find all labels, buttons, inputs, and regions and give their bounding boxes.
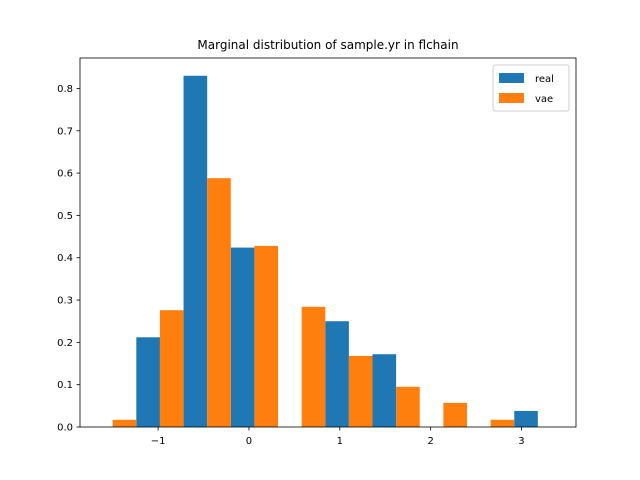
y-tick-label: 0.6 <box>57 169 73 180</box>
bars-group <box>112 75 538 428</box>
legend-label-vae: vae <box>535 94 553 105</box>
plot-frame <box>79 57 577 428</box>
x-tick-label: −1 <box>151 436 166 447</box>
y-tick-label: 0.4 <box>57 253 73 264</box>
bar-real-9 <box>514 410 538 427</box>
bar-vae-1 <box>159 310 184 427</box>
y-tick-label: 0.7 <box>57 126 73 137</box>
x-tick-label: 2 <box>427 436 433 447</box>
x-tick-label: 3 <box>518 436 524 447</box>
bar-real-6 <box>372 354 397 427</box>
bar-vae-8 <box>490 419 515 427</box>
x-tick-label: 0 <box>246 436 252 447</box>
bar-real-3 <box>230 247 255 427</box>
y-tick-label: 0.2 <box>57 338 73 349</box>
bar-vae-7 <box>443 402 467 427</box>
bar-real-1 <box>136 337 160 427</box>
y-tick-label: 0.0 <box>57 423 73 434</box>
legend-box <box>492 64 570 112</box>
legend: real vae <box>492 64 570 112</box>
y-tick-label: 0.8 <box>57 84 73 95</box>
y-tick-label: 0.1 <box>57 380 73 391</box>
bar-real-2 <box>183 75 208 428</box>
bar-vae-6 <box>396 386 420 427</box>
bar-vae-0 <box>112 419 137 427</box>
bar-real-5 <box>325 321 349 427</box>
chart-title: Marginal distribution of sample.yr in fl… <box>197 38 458 52</box>
bar-vae-2 <box>207 178 231 427</box>
bar-vae-5 <box>348 355 373 427</box>
x-tick-label: 1 <box>337 436 343 447</box>
legend-swatch-real <box>499 73 524 83</box>
bar-vae-3 <box>254 245 279 427</box>
y-tick-label: 0.3 <box>57 296 73 307</box>
y-tick-label: 0.5 <box>57 211 73 222</box>
legend-label-real: real <box>535 74 554 85</box>
legend-swatch-vae <box>499 93 524 103</box>
axes-group: −1 0 1 2 3 0.0 0.1 0.2 0.3 0.4 0.5 0.6 0.7 0.8 <box>57 57 577 447</box>
bar-vae-4 <box>301 306 326 427</box>
